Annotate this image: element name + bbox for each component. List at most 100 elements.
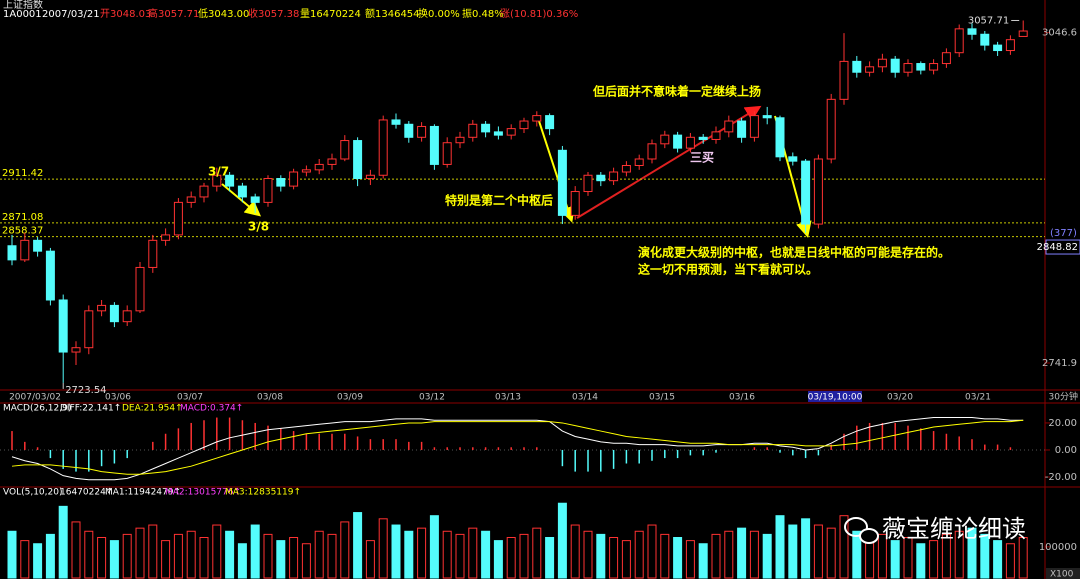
candle-body	[801, 160, 811, 225]
macd-line	[11, 419, 1024, 475]
volume-bar	[33, 543, 43, 579]
candle-body	[519, 120, 529, 130]
candle-body	[929, 63, 939, 71]
candle-body	[967, 28, 977, 35]
candle-body	[20, 239, 30, 261]
candle-body	[877, 58, 887, 68]
candle-body	[276, 178, 286, 187]
candle-body	[634, 158, 644, 166]
candle-body	[954, 28, 964, 54]
volume-bar	[813, 524, 823, 579]
volume-bar	[327, 533, 337, 579]
volume-bar	[340, 521, 350, 579]
candle-body	[596, 174, 606, 182]
candle-body	[506, 128, 516, 136]
candle-body	[186, 196, 196, 203]
volume-bar	[980, 533, 990, 579]
candle-body	[493, 131, 503, 136]
info-field: 2007/03/21	[42, 9, 100, 20]
volume-bar	[276, 540, 286, 579]
volume-bar	[557, 502, 567, 579]
candle-body	[314, 163, 324, 171]
volume-bar	[314, 530, 324, 579]
volume-bar	[468, 527, 478, 579]
legend-entry: DEA:21.954↑	[122, 404, 183, 414]
candle-body	[97, 304, 107, 312]
volume-bar	[417, 527, 427, 579]
info-field: 收3057.38	[248, 7, 299, 20]
y-tick-label: 100000	[1039, 542, 1077, 553]
candle-body	[148, 239, 158, 268]
x-tick-label: 03/14	[572, 393, 598, 403]
candle-body	[199, 185, 209, 198]
candle-body	[532, 115, 542, 122]
candle-body	[109, 304, 119, 323]
chart-title: 上证指数	[3, 0, 43, 11]
candle-body	[737, 120, 747, 138]
info-field: 开3048.03	[100, 9, 151, 20]
candle-body	[1018, 30, 1028, 37]
candle-body	[353, 140, 363, 180]
candle-body	[826, 98, 836, 160]
candle-body	[327, 158, 337, 165]
volume-bar	[724, 530, 734, 579]
volume-bar	[97, 537, 107, 579]
volume-bar	[429, 515, 439, 579]
volume-bar	[455, 533, 465, 579]
info-field: 涨(10.81)0.36%	[500, 8, 578, 20]
volume-bar	[250, 524, 260, 579]
candle-body	[775, 117, 785, 158]
legend-entry: DIFF:22.141↑	[60, 404, 121, 414]
volume-bar	[493, 540, 503, 579]
candle-body	[417, 125, 427, 138]
info-field: 量16470224	[300, 8, 361, 20]
volume-bar	[583, 530, 593, 579]
volume-bar	[122, 533, 132, 579]
low-label: 2723.54	[65, 385, 106, 396]
volume-bar	[353, 512, 363, 579]
level-label: 2911.42	[2, 168, 43, 179]
watermark: 薇宝缠论细读	[882, 515, 1026, 543]
legend-entry: MA1:11942479↑	[105, 488, 181, 498]
volume-bar	[45, 533, 55, 579]
candle-body	[647, 143, 657, 160]
candle-body	[711, 131, 721, 140]
candle-body	[135, 266, 145, 312]
candle-body	[455, 136, 465, 144]
volume-bar	[634, 530, 644, 579]
volume-bar	[967, 527, 977, 579]
candle-body	[1005, 39, 1015, 52]
x-tick-label: 03/08	[257, 393, 283, 403]
candle-body	[429, 125, 439, 165]
volume-bar	[135, 527, 145, 579]
x-unit: 30分钟	[1049, 391, 1078, 403]
annotation: 演化成更大级别的中枢，也就是日线中枢的可能是存在的。	[638, 245, 950, 260]
x-tick-label: 03/20	[887, 393, 913, 403]
candle-body	[289, 171, 299, 187]
level-label: 2858.37	[2, 226, 43, 237]
high-label: 3057.71	[968, 15, 1009, 26]
volume-bar	[762, 533, 772, 579]
volume-bar	[506, 537, 516, 579]
volume-bar	[532, 527, 542, 579]
unit-bg	[1046, 568, 1080, 579]
volume-bar	[148, 524, 158, 579]
volume-bar	[737, 527, 747, 579]
candle-body	[698, 136, 708, 140]
candle-body	[724, 120, 734, 133]
candle-body	[71, 347, 81, 353]
volume-bar	[852, 530, 862, 579]
volume-bar	[839, 515, 849, 579]
arrow	[221, 183, 262, 217]
legend-entry: MA2:13015776↑	[165, 488, 241, 498]
candle-body	[685, 136, 695, 149]
candle-body	[301, 169, 311, 173]
volume-bar	[199, 537, 209, 579]
candle-body	[7, 245, 17, 261]
volume-bar	[58, 505, 68, 579]
info-field: 振0.48%	[462, 7, 504, 20]
volume-bar	[71, 521, 81, 579]
volume-bar	[621, 540, 631, 579]
candle-body	[839, 60, 849, 100]
volume-bar	[929, 540, 939, 579]
